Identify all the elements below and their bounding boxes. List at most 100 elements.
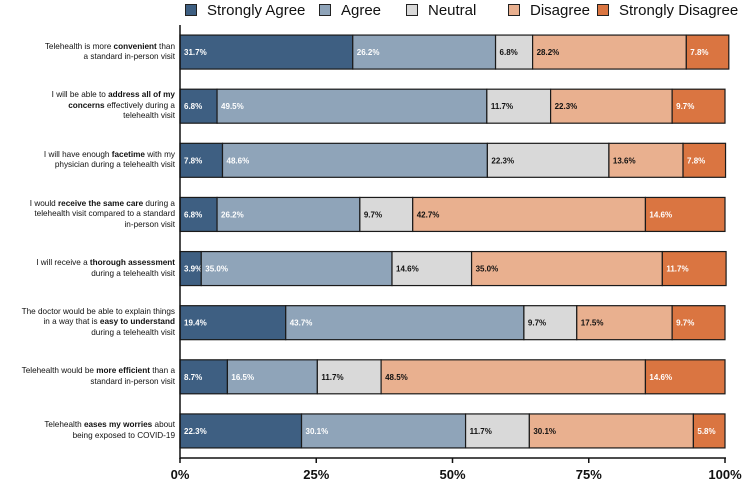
bar-segment <box>285 305 525 341</box>
bar-segment <box>316 359 382 395</box>
data-label: 7.8% <box>687 156 705 165</box>
category-label-emphasis: address all of my <box>108 90 175 100</box>
data-label: 26.2% <box>221 210 244 219</box>
x-tick-label: 25% <box>303 467 329 482</box>
legend-item-strongly-disagree: Strongly Disagree <box>597 0 738 20</box>
category-label-emphasis: more efficient <box>96 366 150 376</box>
category-label-text: in-person visit <box>124 219 175 229</box>
bar-segment <box>576 305 673 341</box>
data-label: 35.0% <box>476 265 499 274</box>
bar-segment <box>179 88 218 124</box>
data-label: 26.2% <box>357 48 380 57</box>
category-label-emphasis: thorough assessment <box>89 258 175 268</box>
category-label-text: Telehealth <box>44 420 84 430</box>
x-tick-label: 75% <box>576 467 602 482</box>
category-label-text: Telehealth would be <box>21 366 97 376</box>
data-label: 5.8% <box>697 427 715 436</box>
category-label: I will be able to address all of my conce… <box>3 90 175 122</box>
data-label: 8.7% <box>184 373 202 382</box>
data-label: 17.5% <box>581 319 604 328</box>
category-label-emphasis: easy to understand <box>99 317 175 327</box>
category-label-text: than <box>156 41 175 51</box>
category-label: I would receive the same care during a te… <box>3 199 175 231</box>
bar-segment <box>380 359 647 395</box>
data-label: 6.8% <box>500 48 518 57</box>
category-label-text: physician during a telehealth visit <box>54 160 175 170</box>
category-label-text: I will receive a <box>36 258 90 268</box>
category-label: I will have enough facetime with my physi… <box>3 150 175 171</box>
data-label: 7.8% <box>184 156 202 165</box>
data-label: 6.8% <box>184 102 202 111</box>
data-label: 30.1% <box>533 427 556 436</box>
data-label: 30.1% <box>306 427 329 436</box>
bar-segment <box>644 196 726 233</box>
data-label: 11.7% <box>470 427 492 436</box>
data-label: 9.7% <box>528 319 546 328</box>
bar-segment <box>179 196 218 233</box>
category-label-text: with my <box>144 149 175 159</box>
bar-segment <box>179 413 303 449</box>
bar-segment <box>486 88 552 124</box>
legend-swatch <box>406 4 418 16</box>
bar-segment <box>494 34 534 70</box>
bar-segment <box>221 142 488 178</box>
category-label-text: I will be able to <box>51 90 109 100</box>
data-label: 22.3% <box>491 156 514 165</box>
category-label-text: telehealth visit <box>123 111 175 121</box>
category-label-text: telehealth visit compared to a standard <box>34 209 175 219</box>
data-label: 3.9% <box>184 265 202 274</box>
category-label-emphasis: concerns <box>68 100 105 110</box>
bar-segment <box>226 359 318 395</box>
bar-segment <box>412 196 647 233</box>
bar-segment <box>391 250 473 287</box>
category-label-text: being exposed to COVID-19 <box>72 430 175 440</box>
legend-item-disagree: Disagree <box>508 0 590 20</box>
bar-segment <box>685 34 730 70</box>
category-label-text: I would <box>29 198 58 208</box>
data-label: 6.8% <box>184 210 202 219</box>
bar-segment <box>532 34 687 70</box>
category-label-text: a standard in-person visit <box>83 52 175 62</box>
bar-segment <box>671 305 726 341</box>
data-label: 9.7% <box>364 210 382 219</box>
legend-item-strongly-agree: Strongly Agree <box>185 0 305 20</box>
legend-swatch <box>185 4 197 16</box>
bar-segment <box>470 250 663 287</box>
data-label: 22.3% <box>184 427 207 436</box>
data-label: 11.7% <box>666 265 688 274</box>
data-label: 48.5% <box>385 373 408 382</box>
bar-segment <box>692 413 726 449</box>
data-label: 31.7% <box>184 48 207 57</box>
data-label: 9.7% <box>676 319 694 328</box>
data-label: 43.7% <box>290 319 313 328</box>
category-label-text: than a <box>149 366 175 376</box>
data-label: 9.7% <box>676 102 694 111</box>
bar-segment <box>216 88 488 124</box>
data-label: 13.6% <box>613 156 636 165</box>
bar-segment <box>486 142 610 178</box>
data-label: 48.6% <box>227 156 250 165</box>
bar-segment <box>216 196 361 233</box>
category-label-text: about <box>152 420 176 430</box>
legend-label: Agree <box>341 1 382 19</box>
legend-item-neutral: Neutral <box>406 0 476 20</box>
legend-swatch <box>319 4 331 16</box>
category-label: Telehealth would be more efficient than … <box>3 366 175 387</box>
bar-segment <box>608 142 684 178</box>
legend-swatch <box>597 4 609 16</box>
bar-segment <box>644 359 726 395</box>
category-label-text: effectively during a <box>104 100 175 110</box>
data-label: 11.7% <box>321 373 343 382</box>
category-label: The doctor would be able to explain thin… <box>3 307 175 339</box>
data-label: 49.5% <box>221 102 244 111</box>
data-label: 7.8% <box>690 48 708 57</box>
data-label: 16.5% <box>231 373 254 382</box>
category-label-text: standard in-person visit <box>90 376 175 386</box>
category-label-emphasis: receive the same care <box>58 198 144 208</box>
chart-legend: Strongly Agree Agree Neutral Disagree St… <box>0 0 755 22</box>
legend-label: Neutral <box>428 1 477 19</box>
legend-label: Disagree <box>530 1 591 19</box>
category-label: Telehealth eases my worries about being e… <box>3 420 175 441</box>
category-label-text: during a <box>143 198 175 208</box>
